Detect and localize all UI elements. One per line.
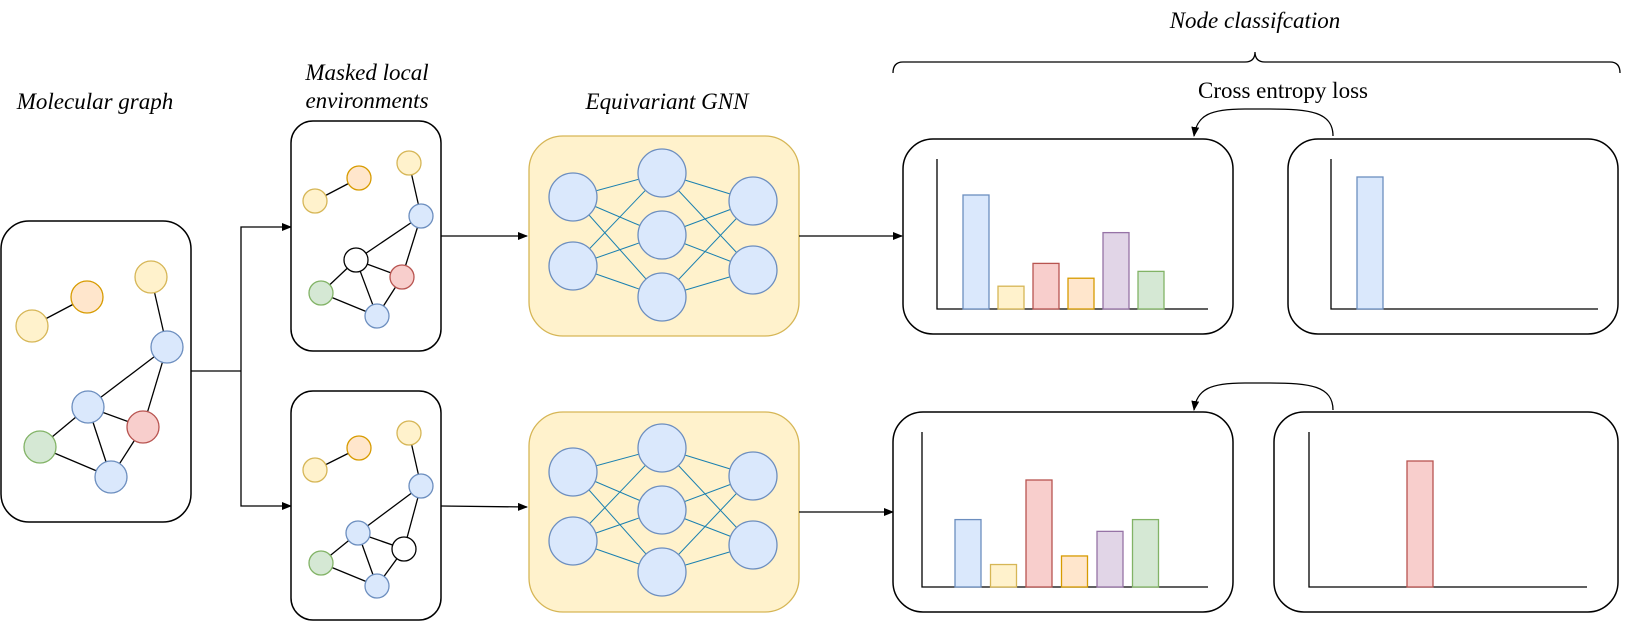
chart-axes (1330, 159, 1598, 310)
atom-node (23, 430, 57, 464)
nn-neuron (548, 516, 598, 566)
atom-node (302, 457, 328, 483)
nn-neuron (637, 148, 687, 198)
bar-red (1032, 262, 1060, 310)
masked-environments-title-line1: Masked local (304, 60, 428, 85)
atom-node (308, 280, 334, 306)
bar-chart-target-bottom (1308, 432, 1587, 588)
gnn-title: Equivariant GNN (585, 89, 751, 114)
atom-node (94, 460, 128, 494)
nn-neuron (548, 447, 598, 497)
arrow-to-masked-top (240, 223, 292, 371)
masked-graph-bottom (302, 420, 434, 599)
atom-node (126, 410, 160, 444)
molecular-graph-title: Molecular graph (16, 89, 174, 114)
bar-blue (962, 194, 990, 310)
masked-graph-top (302, 150, 434, 329)
gnn-network-bottom (548, 423, 778, 597)
target-box-top (1287, 138, 1619, 335)
charts-layer (921, 159, 1598, 588)
atom-node (71, 390, 105, 424)
atom-node (134, 260, 168, 294)
bar-chart-prediction-top (936, 159, 1208, 310)
atom-node (364, 573, 390, 599)
atom-node (396, 420, 422, 446)
bar-chart-target-top (1330, 159, 1598, 310)
nn-neuron (728, 245, 778, 295)
loss-label: Cross entropy loss (1198, 78, 1368, 103)
nn-neuron (728, 176, 778, 226)
bar-red (1025, 479, 1053, 588)
bar-yellow (989, 563, 1018, 588)
gnn-network-top (548, 148, 778, 322)
bar-blue (954, 518, 982, 588)
atom-node (408, 473, 434, 499)
bar-orange (1067, 277, 1095, 310)
atom-node (302, 188, 328, 214)
nn-neuron (637, 485, 687, 535)
atom-node (389, 264, 415, 290)
bar-purple (1096, 530, 1124, 588)
nn-neuron (637, 547, 687, 597)
atom-node (150, 330, 184, 364)
atom-node (346, 435, 372, 461)
chart-axes (1308, 432, 1587, 588)
bar-yellow (997, 285, 1025, 310)
bar-red (1406, 460, 1434, 588)
loss-arrow-bottom (1191, 382, 1334, 411)
atom-node (308, 550, 334, 576)
atom-node (346, 165, 372, 191)
atom-node (70, 280, 104, 314)
bar-purple (1102, 231, 1130, 310)
classification-brace (892, 51, 1621, 74)
atom-node (408, 203, 434, 229)
atom-node (15, 309, 49, 343)
atom-node (396, 150, 422, 176)
masked-atom-node (343, 247, 369, 273)
nn-neuron (728, 451, 778, 501)
bar-orange (1060, 555, 1089, 588)
loss-arrow-top (1191, 108, 1334, 137)
nn-neuron (637, 423, 687, 473)
arrow-to-gnn-bottom (440, 502, 528, 511)
atom-node (345, 520, 371, 546)
nn-neuron (637, 210, 687, 260)
bar-blue (1356, 176, 1384, 310)
target-box-bottom (1273, 411, 1619, 613)
nn-neuron (637, 272, 687, 322)
bar-green (1137, 270, 1165, 310)
bar-green (1131, 518, 1160, 588)
masked-environments-title-line2: environments (305, 88, 428, 113)
node-classification-title: Node classifcation (1169, 8, 1341, 33)
nn-neuron (548, 172, 598, 222)
molecular-graph (15, 260, 184, 494)
nn-neuron (548, 241, 598, 291)
nn-neuron (728, 520, 778, 570)
bar-chart-prediction-bottom (921, 432, 1208, 588)
masked-atom-node (391, 536, 417, 562)
arrow-to-masked-bottom (240, 371, 292, 510)
atom-node (364, 303, 390, 329)
